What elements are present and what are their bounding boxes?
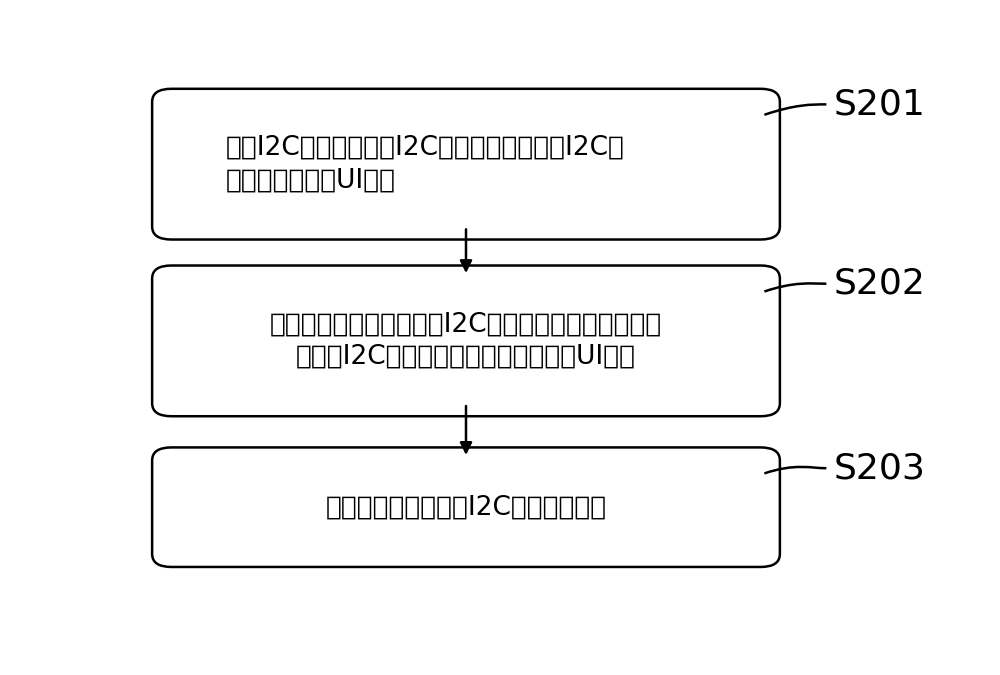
Text: 根据用户的指令调试I2C设备的寄存器: 根据用户的指令调试I2C设备的寄存器	[325, 494, 607, 520]
FancyBboxPatch shape	[152, 89, 780, 240]
FancyBboxPatch shape	[152, 265, 780, 416]
Text: S202: S202	[834, 267, 926, 300]
Text: S201: S201	[834, 87, 926, 122]
Text: ，并将I2C设备的寄存器的信息显示在UI界面: ，并将I2C设备的寄存器的信息显示在UI界面	[296, 344, 636, 370]
FancyBboxPatch shape	[152, 448, 780, 567]
Text: S203: S203	[834, 451, 926, 485]
Text: 获取I2C总线上挂载的I2C设备的信息，并将I2C设: 获取I2C总线上挂载的I2C设备的信息，并将I2C设	[226, 135, 625, 161]
Text: 根据用户的指令获取单一I2C设备对应的寄存器的信息: 根据用户的指令获取单一I2C设备对应的寄存器的信息	[270, 312, 662, 338]
Text: 备的信息显示在UI界面: 备的信息显示在UI界面	[226, 167, 396, 193]
